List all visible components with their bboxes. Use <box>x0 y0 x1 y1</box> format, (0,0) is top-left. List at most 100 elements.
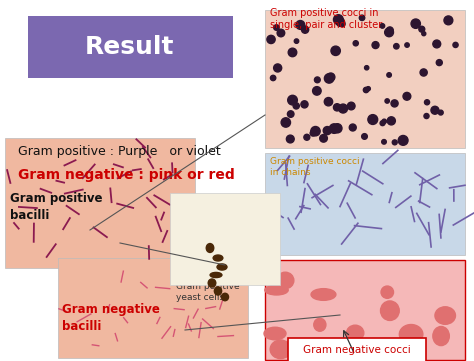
Circle shape <box>420 69 427 76</box>
Circle shape <box>310 130 316 136</box>
Circle shape <box>425 100 429 105</box>
Circle shape <box>347 102 355 110</box>
Circle shape <box>314 77 320 83</box>
Circle shape <box>327 73 335 81</box>
Circle shape <box>368 114 378 125</box>
Circle shape <box>353 41 358 46</box>
Ellipse shape <box>221 293 228 301</box>
Circle shape <box>366 87 370 91</box>
Circle shape <box>324 97 333 106</box>
Circle shape <box>333 104 341 111</box>
Bar <box>265 10 465 148</box>
Circle shape <box>334 15 343 25</box>
Circle shape <box>405 43 409 47</box>
Ellipse shape <box>217 264 227 270</box>
Ellipse shape <box>381 286 393 298</box>
Ellipse shape <box>265 285 288 295</box>
Circle shape <box>288 48 297 57</box>
Circle shape <box>387 117 395 125</box>
Circle shape <box>301 101 308 108</box>
Circle shape <box>277 29 285 37</box>
Circle shape <box>382 140 386 144</box>
Ellipse shape <box>277 272 294 289</box>
Text: Gram negative : pink or red: Gram negative : pink or red <box>18 168 235 182</box>
Circle shape <box>453 42 458 48</box>
Ellipse shape <box>399 325 423 344</box>
Ellipse shape <box>214 287 222 295</box>
Ellipse shape <box>208 279 216 287</box>
Circle shape <box>349 124 356 131</box>
Circle shape <box>301 26 309 33</box>
Circle shape <box>385 99 389 103</box>
Circle shape <box>386 27 393 34</box>
Text: Gram positive cocci
in chains: Gram positive cocci in chains <box>270 157 360 177</box>
Bar <box>170 193 280 285</box>
Text: Gram negative cocci: Gram negative cocci <box>303 345 411 355</box>
Bar <box>265 153 465 255</box>
Ellipse shape <box>210 273 222 278</box>
Circle shape <box>312 87 321 95</box>
Circle shape <box>364 87 369 93</box>
Circle shape <box>333 124 342 133</box>
Ellipse shape <box>292 341 307 352</box>
Circle shape <box>419 26 425 32</box>
Circle shape <box>273 25 279 30</box>
Circle shape <box>403 92 411 100</box>
Text: Gram positive : Purple   or violet: Gram positive : Purple or violet <box>18 145 221 158</box>
Circle shape <box>288 95 297 105</box>
Circle shape <box>393 44 399 49</box>
Circle shape <box>323 127 331 135</box>
Bar <box>265 260 465 360</box>
Ellipse shape <box>346 325 364 341</box>
Circle shape <box>398 135 408 145</box>
Circle shape <box>436 60 442 66</box>
Circle shape <box>391 100 398 107</box>
Circle shape <box>431 106 439 114</box>
Circle shape <box>365 66 369 70</box>
Circle shape <box>273 64 282 72</box>
Circle shape <box>359 15 365 21</box>
Circle shape <box>433 40 441 48</box>
Circle shape <box>422 32 426 36</box>
Ellipse shape <box>381 301 399 321</box>
Circle shape <box>294 39 299 43</box>
Ellipse shape <box>206 244 214 252</box>
Ellipse shape <box>264 327 286 340</box>
Circle shape <box>329 124 339 133</box>
Circle shape <box>331 46 340 56</box>
Circle shape <box>304 134 310 140</box>
Circle shape <box>267 35 275 44</box>
Circle shape <box>311 126 320 136</box>
Ellipse shape <box>400 342 421 357</box>
Bar <box>58 258 248 358</box>
Circle shape <box>362 134 367 139</box>
Bar <box>28 16 233 78</box>
Circle shape <box>385 28 393 37</box>
Circle shape <box>380 24 385 28</box>
Ellipse shape <box>311 289 336 300</box>
Circle shape <box>271 75 276 81</box>
Ellipse shape <box>435 307 456 324</box>
Ellipse shape <box>314 318 326 331</box>
Circle shape <box>387 73 392 77</box>
Text: Gram positive
yeast cells: Gram positive yeast cells <box>176 282 240 302</box>
Text: Gram positive cocci in
single, pair and cluster: Gram positive cocci in single, pair and … <box>270 8 382 30</box>
Circle shape <box>338 104 347 113</box>
Circle shape <box>444 16 453 25</box>
Circle shape <box>392 140 397 145</box>
Circle shape <box>411 19 420 29</box>
Circle shape <box>372 42 379 49</box>
Circle shape <box>324 74 334 83</box>
Ellipse shape <box>270 340 291 358</box>
Text: Gram positive
bacilli: Gram positive bacilli <box>10 192 102 222</box>
Circle shape <box>382 119 386 123</box>
Circle shape <box>380 121 385 126</box>
Circle shape <box>287 111 294 117</box>
Circle shape <box>281 118 291 127</box>
Circle shape <box>424 113 429 118</box>
Circle shape <box>340 22 345 26</box>
Ellipse shape <box>433 326 449 345</box>
Text: Gram negative
bacilli: Gram negative bacilli <box>62 303 160 333</box>
Circle shape <box>336 18 345 26</box>
Circle shape <box>320 135 328 142</box>
